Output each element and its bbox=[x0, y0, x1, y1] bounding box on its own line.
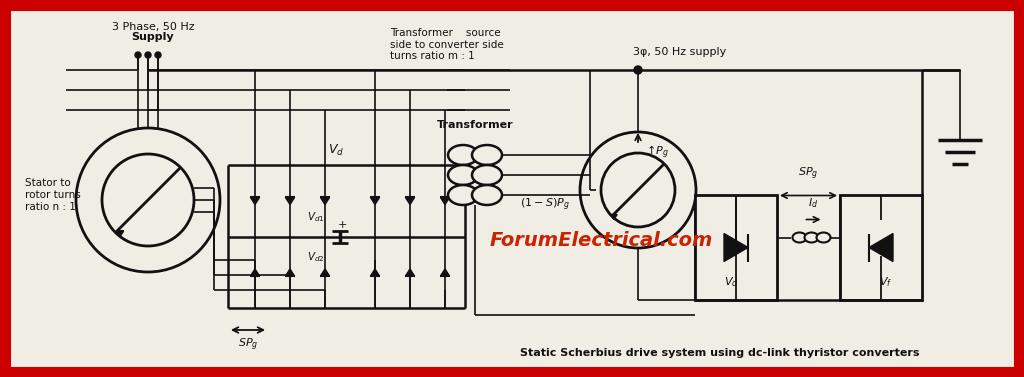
Text: +: + bbox=[337, 220, 347, 230]
Text: $V_d$: $V_d$ bbox=[329, 143, 344, 158]
Polygon shape bbox=[611, 215, 617, 219]
Ellipse shape bbox=[472, 185, 502, 205]
Circle shape bbox=[145, 52, 151, 58]
Text: $↑ P_g$: $↑ P_g$ bbox=[646, 143, 669, 161]
Text: $SP_g$: $SP_g$ bbox=[799, 166, 819, 182]
Circle shape bbox=[634, 66, 642, 74]
Polygon shape bbox=[321, 269, 330, 276]
Polygon shape bbox=[286, 198, 295, 205]
Ellipse shape bbox=[449, 185, 478, 205]
Ellipse shape bbox=[793, 233, 807, 242]
Polygon shape bbox=[724, 233, 748, 262]
Polygon shape bbox=[406, 198, 415, 205]
Polygon shape bbox=[440, 269, 450, 276]
Text: $V_{d2}$: $V_{d2}$ bbox=[307, 250, 325, 264]
Ellipse shape bbox=[449, 165, 478, 185]
Polygon shape bbox=[371, 269, 380, 276]
Text: Transformer    source
side to converter side
turns ratio m : 1: Transformer source side to converter sid… bbox=[390, 28, 504, 61]
Text: Static Scherbius drive system using dc-link thyristor converters: Static Scherbius drive system using dc-l… bbox=[520, 348, 920, 358]
Ellipse shape bbox=[805, 233, 818, 242]
Polygon shape bbox=[406, 269, 415, 276]
Ellipse shape bbox=[472, 145, 502, 165]
Polygon shape bbox=[440, 198, 450, 205]
Text: Supply: Supply bbox=[132, 32, 174, 42]
Text: Stator to
rotor turns
ratio n : 1: Stator to rotor turns ratio n : 1 bbox=[25, 178, 81, 211]
Polygon shape bbox=[869, 233, 893, 262]
Polygon shape bbox=[371, 198, 380, 205]
Polygon shape bbox=[286, 269, 295, 276]
Text: $V_d$: $V_d$ bbox=[724, 275, 738, 289]
Text: 3φ, 50 Hz supply: 3φ, 50 Hz supply bbox=[633, 47, 726, 57]
Text: ForumElectrical.com: ForumElectrical.com bbox=[490, 230, 714, 250]
Text: $V_{d1}$: $V_{d1}$ bbox=[307, 210, 325, 224]
Text: $I_d$: $I_d$ bbox=[808, 196, 818, 210]
Text: Transformer: Transformer bbox=[436, 120, 513, 130]
Circle shape bbox=[135, 52, 141, 58]
Text: 3 Phase, 50 Hz: 3 Phase, 50 Hz bbox=[112, 22, 195, 32]
Text: $SP_g$: $SP_g$ bbox=[238, 337, 258, 353]
Bar bbox=[695, 195, 777, 300]
Ellipse shape bbox=[472, 165, 502, 185]
Ellipse shape bbox=[449, 145, 478, 165]
Polygon shape bbox=[321, 198, 330, 205]
Polygon shape bbox=[117, 231, 124, 237]
Bar bbox=[840, 195, 922, 300]
Polygon shape bbox=[251, 269, 259, 276]
Ellipse shape bbox=[816, 233, 830, 242]
Circle shape bbox=[155, 52, 161, 58]
Text: $(1-S)P_g$: $(1-S)P_g$ bbox=[520, 197, 570, 213]
Polygon shape bbox=[251, 198, 259, 205]
Text: $V_f$: $V_f$ bbox=[880, 275, 893, 289]
